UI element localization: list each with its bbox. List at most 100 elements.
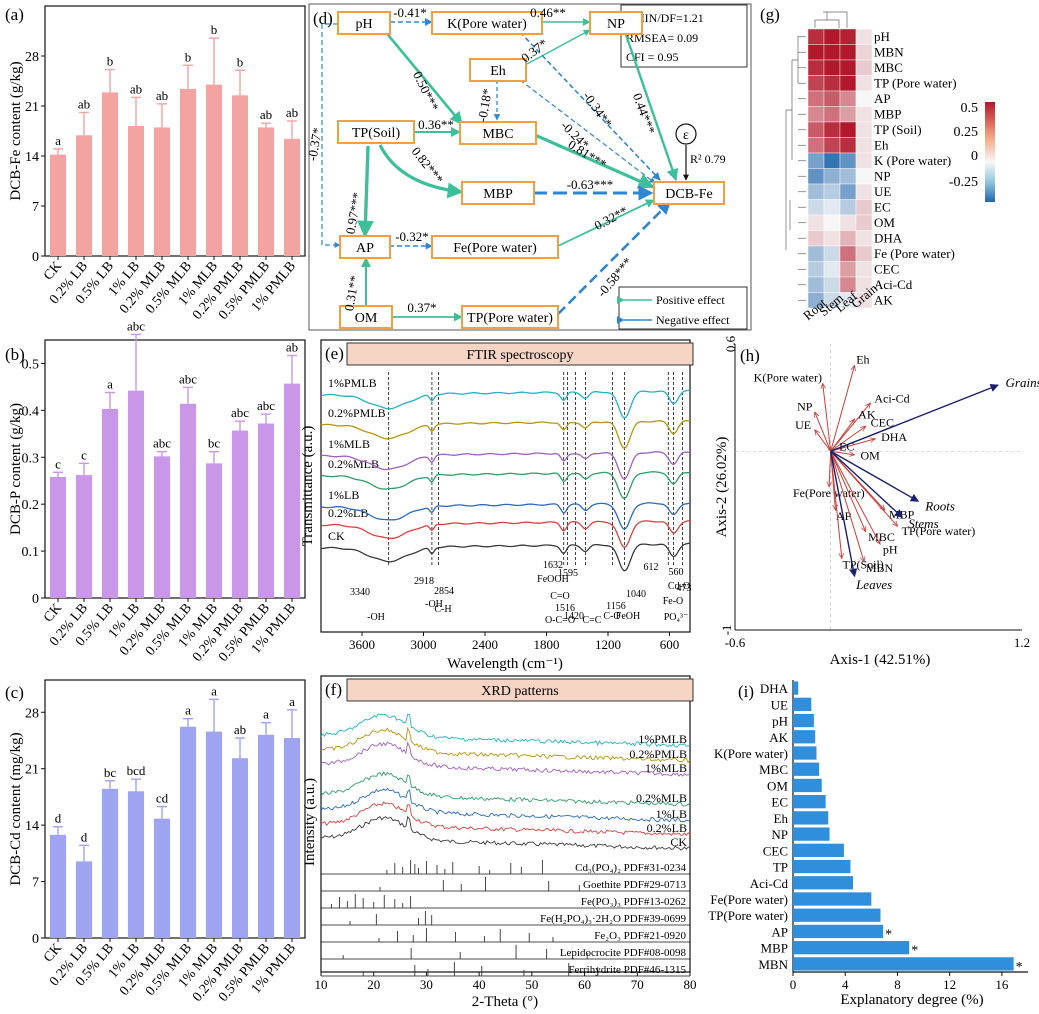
heatmap-row-label: TP (Pore water) (874, 76, 957, 91)
peak-annotation: Cd-O (668, 581, 690, 592)
colorbar-tick-label: 0.25 (954, 125, 979, 140)
sem-r2: R² 0.79 (690, 152, 726, 166)
bar (793, 957, 1014, 971)
bar (231, 95, 249, 257)
series-label: 1%MLB (645, 761, 687, 775)
heatmap-cell (855, 137, 873, 154)
reference-label: Goethite PDF#29-0713 (583, 879, 686, 891)
ftir-spectrum (320, 542, 690, 572)
bar (179, 88, 197, 256)
heatmap-cell (839, 28, 857, 45)
bar (101, 408, 119, 598)
heatmap-cell (839, 59, 857, 76)
significance-marker: * (911, 944, 918, 959)
dendrogram-branches (785, 36, 799, 250)
sem-path-coefficient: -0.18* (474, 87, 495, 123)
path-eh-dcbfe (519, 79, 656, 184)
heatmap-cell (855, 230, 873, 247)
explanatory-vector-label: CEC (871, 416, 894, 430)
heatmap-row-label: MBC (874, 60, 903, 75)
explanatory-vector-label: UE (795, 418, 811, 432)
significance-letter: cd (156, 791, 169, 806)
sem-path-coefficient: 0.97*** (343, 191, 365, 235)
category-label: EC (771, 795, 788, 810)
peak-annotation: C-H (434, 604, 451, 615)
chart-title: XRD patterns (481, 684, 558, 699)
explanatory-vector (830, 451, 864, 562)
explanatory-vector (830, 439, 876, 452)
sem-legend (618, 286, 748, 330)
sem-node-label: OM (355, 311, 378, 326)
explanatory-vector (815, 412, 832, 452)
heatmap-cell (823, 28, 841, 45)
category-label: TP (773, 860, 788, 875)
bar (793, 859, 851, 874)
explanatory-vector-label: Fe(Pore water) (793, 486, 865, 500)
heatmap-row-label: OM (874, 215, 895, 230)
xrd-pattern (320, 726, 691, 764)
heatmap-cell (839, 199, 857, 216)
path-tpw-dcbfe (557, 201, 671, 315)
sem-node-box (337, 11, 391, 35)
significance-letter: d (55, 811, 62, 826)
peak-annotation: Fe-O (663, 596, 684, 607)
bar (127, 791, 145, 938)
explanatory-vector (830, 450, 898, 526)
reference-label: Fe(PO₃)₃ PDF#13-0262 (581, 896, 686, 908)
path-fe-dcbfe (557, 199, 655, 247)
ftir-spectrum (320, 451, 691, 480)
sem-node-box (339, 235, 391, 259)
bar (283, 738, 301, 938)
reference-label: Ferrihydrite PDF#46-1315 (568, 964, 686, 976)
xrd-pattern (320, 713, 691, 748)
ftir-spectrum (320, 389, 691, 419)
series-label: 1%PMLB (328, 376, 377, 390)
significance-letter: ab (78, 96, 90, 111)
heatmap-cell (823, 59, 841, 76)
significance-letter: b (185, 49, 192, 64)
sem-error-node (675, 123, 697, 145)
x-tick-label: 20 (367, 977, 380, 992)
heatmap-cell (855, 199, 873, 216)
heatmap-cell (807, 152, 825, 169)
series-label: 0.2%PMLB (629, 747, 687, 761)
dendrogram-columns (814, 11, 848, 28)
plot-frame (44, 5, 306, 257)
explanatory-vector (830, 426, 866, 452)
sem-path-coefficient: 0.31** (341, 274, 362, 312)
x-tick-label: 12 (943, 977, 956, 992)
explanatory-vector-label: MBN (866, 561, 894, 575)
sem-node-label: K(Pore water) (447, 17, 527, 32)
bar (101, 92, 119, 256)
explanatory-vector (830, 451, 842, 558)
bar (153, 818, 171, 938)
bar (793, 924, 884, 939)
y-axis-title: Intensity (a.u.) (302, 778, 318, 866)
heatmap-cell (807, 214, 825, 231)
explanatory-vector (830, 403, 871, 452)
bar (793, 908, 881, 922)
heatmap-cell (839, 183, 857, 200)
path-ph-mbc (382, 29, 464, 126)
series-label: 1%LB (328, 488, 359, 502)
explanatory-vector-label: TP(Pore water) (902, 524, 976, 538)
explanatory-vector-label: Aci-Cd (874, 391, 909, 405)
peak-annotation: FeOH (616, 611, 640, 622)
bar (793, 762, 820, 776)
heatmap-cell (807, 230, 825, 247)
explanatory-vector (815, 430, 832, 452)
bar (75, 861, 93, 938)
y-tick-label: -1 (719, 625, 734, 636)
heatmap-cell (807, 137, 825, 154)
heatmap-cell (855, 183, 873, 200)
bar (793, 778, 822, 793)
bar (793, 811, 829, 825)
bar (75, 135, 93, 256)
panel-label: (f) (325, 680, 342, 699)
bar (49, 834, 67, 938)
explanatory-vector (823, 383, 832, 452)
legend-negative-label: Negative effect (656, 313, 730, 327)
heatmap-cell (823, 121, 841, 138)
heatmap-cell (807, 199, 825, 216)
response-vector (830, 383, 999, 452)
